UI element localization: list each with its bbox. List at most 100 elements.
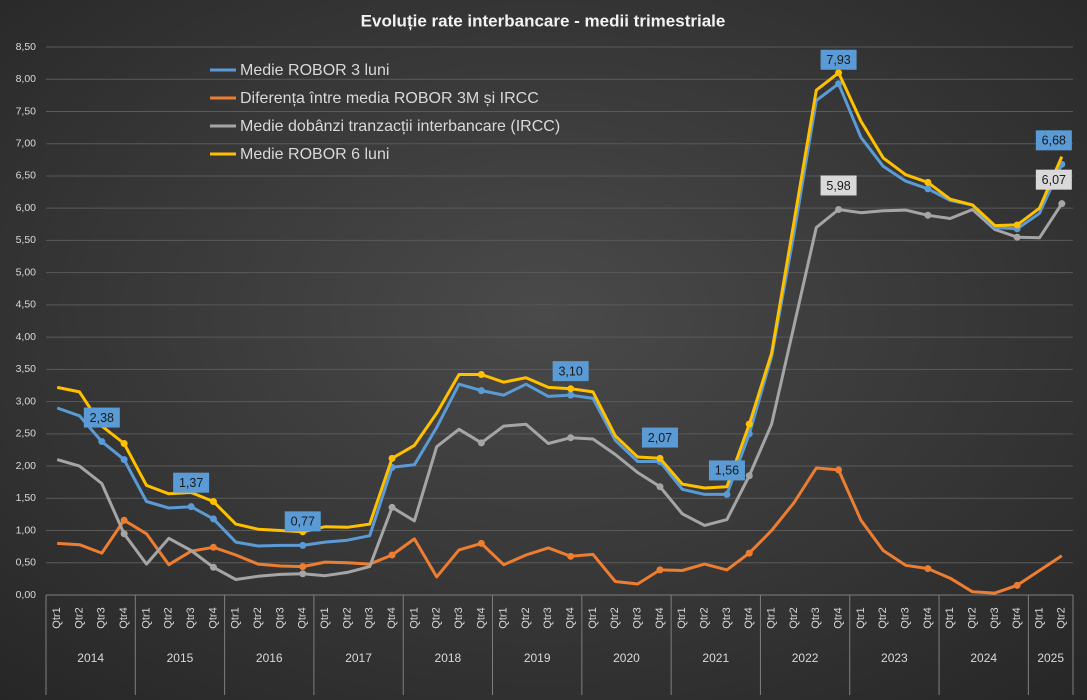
x-tick-label: Qtr2 xyxy=(877,607,889,628)
x-tick-label: Qtr3 xyxy=(810,607,822,628)
x-tick-label: Qtr2 xyxy=(252,607,264,628)
point-marker xyxy=(388,454,396,462)
series-line xyxy=(56,71,1064,534)
point-marker xyxy=(723,490,731,498)
x-tick-label: Qtr1 xyxy=(587,607,599,628)
point-marker xyxy=(924,185,932,193)
year-label: 2017 xyxy=(345,651,372,665)
x-tick-label: Qtr2 xyxy=(966,607,978,628)
x-tick-label: Qtr3 xyxy=(96,607,108,628)
y-tick-label: 3,00 xyxy=(16,395,37,407)
data-label-box xyxy=(284,511,321,532)
x-tick-label: Qtr2 xyxy=(163,607,175,628)
point-marker xyxy=(835,80,843,88)
point-marker xyxy=(835,205,843,213)
point-marker xyxy=(388,503,396,511)
y-tick-label: 1,50 xyxy=(16,492,37,504)
point-marker xyxy=(477,387,485,395)
point-marker xyxy=(209,498,217,506)
point-marker xyxy=(120,516,128,524)
data-label-box xyxy=(708,460,745,481)
y-tick-label: 2,00 xyxy=(16,460,37,472)
x-tick-label: Qtr3 xyxy=(632,607,644,628)
x-tick-label: Qtr1 xyxy=(676,607,688,628)
point-marker xyxy=(924,565,932,573)
y-tick-label: 8,00 xyxy=(16,73,37,85)
x-tick-label: Qtr2 xyxy=(431,607,443,628)
x-tick-label: Qtr2 xyxy=(73,607,85,628)
point-marker xyxy=(835,466,843,474)
year-label: 2019 xyxy=(524,651,551,665)
y-tick-label: 5,00 xyxy=(16,266,37,278)
year-label: 2020 xyxy=(613,651,640,665)
x-tick-label: Qtr1 xyxy=(51,607,63,628)
x-tick-label: Qtr1 xyxy=(944,607,956,628)
point-marker xyxy=(299,541,307,549)
y-tick-label: 8,50 xyxy=(16,41,37,53)
x-tick-label: Qtr2 xyxy=(1056,607,1068,628)
point-marker xyxy=(656,483,664,491)
data-label-box xyxy=(820,49,857,70)
point-marker xyxy=(120,439,128,447)
data-label: 6,68 xyxy=(1042,134,1066,148)
x-tick-label: Qtr4 xyxy=(297,607,309,628)
x-tick-label: Qtr1 xyxy=(766,607,778,628)
legend-label: Medie ROBOR 3 luni xyxy=(240,62,389,79)
y-tick-label: 7,50 xyxy=(16,105,37,117)
x-tick-label: Qtr4 xyxy=(118,607,130,628)
point-marker xyxy=(567,552,575,560)
year-label: 2022 xyxy=(792,651,819,665)
data-label: 5,98 xyxy=(826,179,850,193)
series-line xyxy=(56,202,1064,581)
point-marker xyxy=(209,515,217,523)
year-label: 2018 xyxy=(435,651,462,665)
point-marker xyxy=(209,563,217,571)
point-marker xyxy=(924,211,932,219)
y-tick-label: 1,00 xyxy=(16,524,37,536)
x-tick-label: Qtr4 xyxy=(743,607,755,628)
year-label: 2014 xyxy=(77,651,104,665)
point-marker xyxy=(835,69,843,77)
x-tick-label: Qtr4 xyxy=(386,607,398,628)
y-tick-label: 5,50 xyxy=(16,234,37,246)
chart-title: Evoluție rate interbancare - medii trime… xyxy=(361,11,726,30)
point-marker xyxy=(745,549,753,557)
data-label-box xyxy=(173,472,210,493)
x-tick-label: Qtr3 xyxy=(721,607,733,628)
data-label: 7,93 xyxy=(826,53,850,67)
x-tick-label: Qtr3 xyxy=(185,607,197,628)
point-marker xyxy=(1058,200,1066,208)
point-marker xyxy=(98,438,106,446)
year-label: 2025 xyxy=(1037,651,1064,665)
x-tick-label: Qtr4 xyxy=(832,607,844,628)
y-tick-label: 0,00 xyxy=(16,589,37,601)
y-tick-label: 6,00 xyxy=(16,202,37,214)
data-label: 3,10 xyxy=(558,364,582,378)
point-marker xyxy=(656,454,664,462)
series-line xyxy=(57,466,1063,595)
x-tick-label: Qtr4 xyxy=(565,607,577,628)
x-tick-label: Qtr3 xyxy=(453,607,465,628)
point-marker xyxy=(388,551,396,559)
point-marker xyxy=(1013,581,1021,589)
data-label-box xyxy=(552,361,589,382)
data-label: 2,07 xyxy=(648,431,672,445)
point-marker xyxy=(745,420,753,428)
data-label-box xyxy=(820,175,857,196)
year-label: 2016 xyxy=(256,651,283,665)
point-marker xyxy=(567,434,575,442)
x-tick-label: Qtr1 xyxy=(408,607,420,628)
x-tick-label: Qtr2 xyxy=(699,607,711,628)
x-tick-label: Qtr2 xyxy=(788,607,800,628)
x-tick-label: Qtr3 xyxy=(989,607,1001,628)
legend-label: Medie ROBOR 6 luni xyxy=(240,146,389,163)
x-tick-label: Qtr1 xyxy=(855,607,867,628)
legend-label: Diferența între media ROBOR 3M și IRCC xyxy=(240,90,539,107)
point-marker xyxy=(120,456,128,464)
x-tick-label: Qtr1 xyxy=(319,607,331,628)
x-tick-label: Qtr4 xyxy=(207,607,219,628)
series-line xyxy=(56,82,1064,548)
data-label: 0,77 xyxy=(291,515,315,529)
